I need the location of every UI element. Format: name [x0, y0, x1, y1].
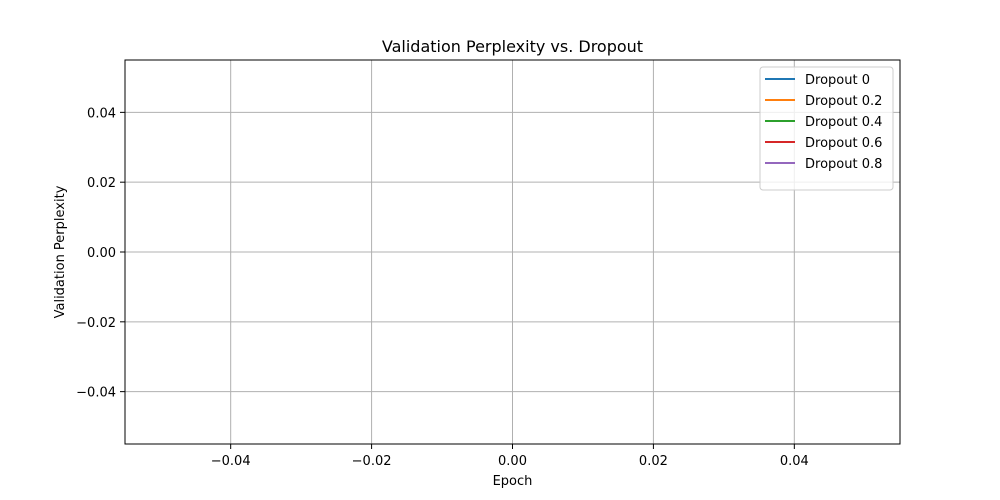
- x-tick-label: −0.02: [352, 454, 392, 469]
- legend-label-4: Dropout 0.8: [805, 157, 882, 172]
- axis-ticks: −0.04 −0.02 0.00 0.02 0.04 −0.04 −0.02 0.00 0.02…: [76, 106, 809, 469]
- y-axis-title: Validation Perplexity: [53, 185, 68, 318]
- y-tick-label: 0.00: [87, 246, 116, 261]
- x-tick-label: 0.02: [639, 454, 668, 469]
- legend-label-0: Dropout 0: [805, 73, 870, 88]
- y-tick-label: −0.04: [76, 386, 116, 401]
- x-tick-label: 0.04: [780, 454, 809, 469]
- x-tick-label: 0.00: [498, 454, 527, 469]
- legend-label-2: Dropout 0.4: [805, 115, 882, 130]
- legend-box: [759, 66, 894, 191]
- legend: Dropout 0 Dropout 0.2 Dropout 0.4 Dropout 0…: [759, 66, 894, 191]
- y-tick-label: −0.02: [76, 316, 116, 331]
- legend-label-1: Dropout 0.2: [805, 94, 882, 109]
- x-axis-title: Epoch: [493, 474, 533, 489]
- x-tick-label: −0.04: [211, 454, 251, 469]
- y-tick-label: 0.02: [87, 176, 116, 191]
- legend-label-3: Dropout 0.6: [805, 136, 882, 151]
- chart-title: Validation Perplexity vs. Dropout: [382, 37, 643, 56]
- y-tick-label: 0.04: [87, 106, 116, 121]
